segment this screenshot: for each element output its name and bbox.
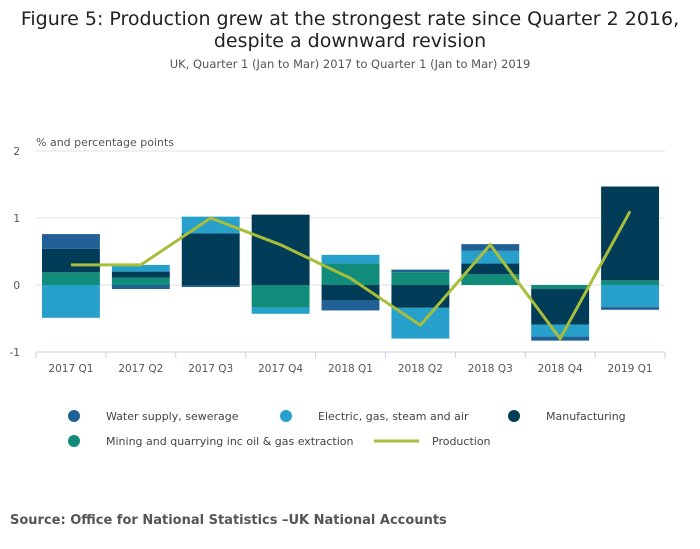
- chart: % and percentage points -1 0 1 2 2017 Q1 2017 …: [10, 136, 666, 448]
- y-tick-label: 0: [13, 280, 20, 292]
- x-tick-label: 2018 Q1: [328, 363, 373, 375]
- chart-subtitle: UK, Quarter 1 (Jan to Mar) 2017 to Quart…: [169, 57, 531, 71]
- bar-segment: [111, 264, 170, 272]
- x-tick-label: 2018 Q3: [468, 363, 513, 375]
- legend-label: Electric, gas, steam and air: [318, 410, 469, 423]
- bar-segment: [111, 285, 170, 290]
- bar-segment: [251, 307, 310, 314]
- legend-swatch: [280, 410, 292, 422]
- y-axis-label: % and percentage points: [36, 136, 174, 149]
- legend-label: Mining and quarrying inc oil & gas extra…: [106, 435, 354, 448]
- legend-label: Production: [432, 435, 491, 448]
- bar-segment: [42, 234, 100, 249]
- x-tick-label: 2017 Q3: [188, 363, 233, 375]
- legend-swatch: [68, 435, 80, 447]
- bar-segment: [391, 272, 450, 285]
- bar-segment: [181, 285, 240, 288]
- chart-title: Figure 5: Production grew at the stronge…: [20, 8, 680, 52]
- bar-segment: [601, 280, 659, 285]
- x-tick-label: 2019 Q1: [608, 363, 653, 375]
- bar-segment: [111, 277, 170, 285]
- y-tick-label: 2: [13, 146, 20, 158]
- bar-segment: [321, 254, 380, 264]
- bar-segment: [321, 263, 380, 285]
- bar-segment: [181, 233, 240, 285]
- legend-label: Water supply, sewerage: [106, 410, 239, 423]
- legend-swatch: [508, 410, 520, 422]
- bar-segment: [42, 285, 100, 318]
- production-line: [70, 210, 632, 342]
- source-note: Source: Office for National Statistics –…: [10, 513, 447, 528]
- bar-segment: [461, 263, 520, 275]
- bar-segment: [461, 244, 520, 251]
- legend-label: Manufacturing: [546, 410, 626, 423]
- bar-segment: [251, 285, 310, 308]
- x-tick-label: 2017 Q2: [118, 363, 163, 375]
- x-tick-label: 2018 Q4: [538, 363, 583, 375]
- bar-segment: [531, 324, 590, 337]
- bar-segment: [531, 289, 590, 325]
- bar-segment: [601, 307, 659, 310]
- bar-segment: [391, 285, 450, 308]
- y-tick-label: 1: [13, 213, 20, 225]
- bar-segment: [531, 285, 590, 290]
- bar-segment: [321, 300, 380, 311]
- bar-segment: [461, 250, 520, 264]
- bar-segment: [601, 186, 659, 281]
- bar-segment: [251, 214, 310, 285]
- x-tick-label: 2017 Q1: [48, 363, 93, 375]
- bar-segment: [601, 285, 659, 308]
- legend-swatch: [68, 410, 80, 422]
- bar-segment: [111, 271, 170, 278]
- bar-segment: [42, 272, 100, 285]
- bar-segment: [42, 248, 100, 273]
- bar-segment: [391, 269, 450, 273]
- bar-segment: [461, 274, 520, 285]
- x-tick-label: 2017 Q4: [258, 363, 303, 375]
- x-tick-label: 2018 Q2: [398, 363, 443, 375]
- y-tick-label: -1: [10, 347, 20, 359]
